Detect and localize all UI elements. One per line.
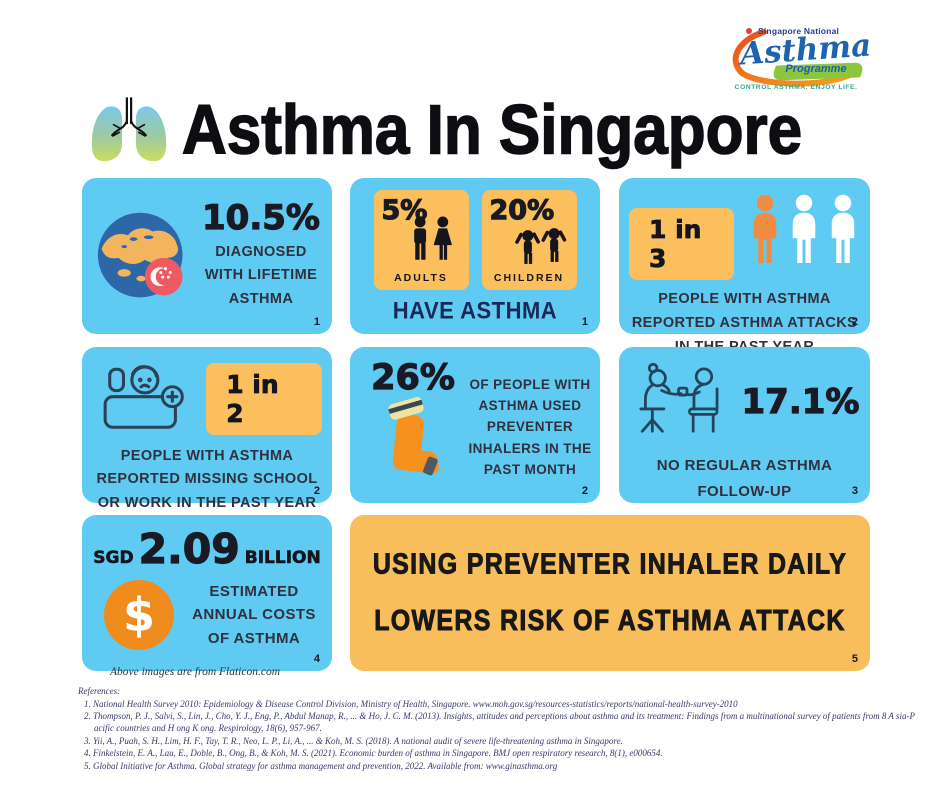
reference-item: 1. National Health Survey 2010: Epidemio… [84, 698, 738, 709]
person-group-icon [748, 194, 860, 266]
reference-item: 2. Thompson, P. J., Salvi, S., Lin, J., … [84, 711, 915, 734]
adults-stat-box: 5% ADULTS [373, 190, 469, 290]
reference-number: 1 [581, 316, 588, 328]
man-woman-icon [413, 216, 452, 260]
logo-bottom-text: Programme [785, 63, 847, 75]
diagnosed-stat: 10.5% [201, 198, 320, 239]
card-no-followup: 17.1% NO REGULAR ASTHMA FOLLOW-UP 3 [619, 347, 870, 503]
lungs-icon [91, 97, 167, 162]
reference-number: 3 [851, 485, 858, 497]
followup-stat: 17.1% [741, 382, 860, 422]
reference-number: 5 [851, 653, 858, 665]
one-in-three-badge: 1 in 3 [629, 208, 734, 280]
person-icon-white [792, 194, 816, 263]
asthma-programme-logo: Singapore National Asthma Programme CONT… [726, 22, 872, 98]
page-title: Asthma In Singapore [181, 91, 803, 170]
person-icon-white [831, 194, 855, 263]
card-have-asthma: 5% ADULTS 20% [350, 178, 600, 334]
dollar-coin-icon: $ [104, 580, 174, 650]
children-stat: 20% [489, 195, 555, 226]
logo-dot-icon [746, 28, 752, 34]
title-row: Asthma In Singapore [86, 91, 803, 170]
diagnosed-label: DIAGNOSED WITH LIFETIME ASTHMA [204, 244, 318, 307]
costs-stat: 2.09 [138, 525, 240, 573]
person-icon-orange [753, 194, 777, 263]
preventer-stat: 26% [371, 358, 456, 398]
reference-number: 4 [313, 653, 320, 665]
reference-item: 4. Finkelstein, E. A., Lau, E., Doble, B… [84, 748, 663, 759]
card-missed-school-work: 1 in 2 PEOPLE WITH ASTHMA REPORTED MISSI… [82, 347, 332, 511]
logo-swoosh-icon [732, 29, 855, 87]
followup-label: NO REGULAR ASTHMA FOLLOW-UP [656, 457, 833, 500]
preventer-label: OF PEOPLE WITH ASTHMA USED PREVENTER INH… [468, 376, 592, 477]
sick-person-in-bed-icon [103, 365, 184, 429]
reference-item: 3. Yii, A., Puah, S. H., Lim, H. F., Tay… [84, 735, 623, 746]
card-diagnosed: 10.5% DIAGNOSED WITH LIFETIME ASTHMA 1 [82, 178, 332, 334]
card-annual-costs: SGD 2.09 BILLION $ ESTIMATED ANNUAL COST… [82, 515, 332, 671]
costs-label: ESTIMATED ANNUAL COSTS OF ASTHMA [192, 583, 316, 647]
children-icon [514, 228, 566, 264]
billion-label: BILLION [244, 548, 321, 569]
children-stat-box: 20% [481, 190, 577, 290]
reference-number: 2 [851, 316, 858, 328]
image-credit: Above images are from Flaticon.com [110, 666, 281, 678]
children-label: CHILDREN [493, 272, 565, 284]
dollar-sign: $ [122, 588, 155, 642]
adults-label: ADULTS [394, 272, 448, 284]
globe-singapore-icon [97, 212, 183, 298]
doctor-patient-icon [638, 362, 718, 433]
missed-label: PEOPLE WITH ASTHMA REPORTED MISSING SCHO… [96, 448, 318, 511]
references-section: References: 1. National Health Survey 20… [78, 686, 924, 773]
reference-number: 2 [313, 485, 320, 497]
card-asthma-attacks: 1 in 3 PEOPLE WITH ASTHMA REPORTED ASTHM… [619, 178, 870, 355]
reference-item: 5. Global Initiative for Asthma. Global … [84, 761, 558, 772]
reference-number: 1 [313, 316, 320, 328]
banner-preventer-message: USING PREVENTER INHALER DAILY LOWERS RIS… [350, 515, 870, 671]
card-preventer-inhaler-use: 26% OF PEOPLE WITH ASTHMA USED PREVENTER… [350, 347, 600, 503]
banner-text: USING PREVENTER INHALER DAILY LOWERS RIS… [372, 548, 848, 637]
reference-number: 2 [581, 485, 588, 497]
references-title: References: [78, 686, 121, 696]
one-in-two-badge: 1 in 2 [206, 363, 322, 435]
inhaler-icon [388, 397, 439, 476]
currency-label: SGD [93, 548, 134, 569]
logo-top-text: Singapore National [758, 26, 840, 36]
have-asthma-caption: HAVE ASTHMA [392, 297, 558, 324]
logo-tagline: CONTROL ASTHMA. ENJOY LIFE. [734, 84, 858, 91]
